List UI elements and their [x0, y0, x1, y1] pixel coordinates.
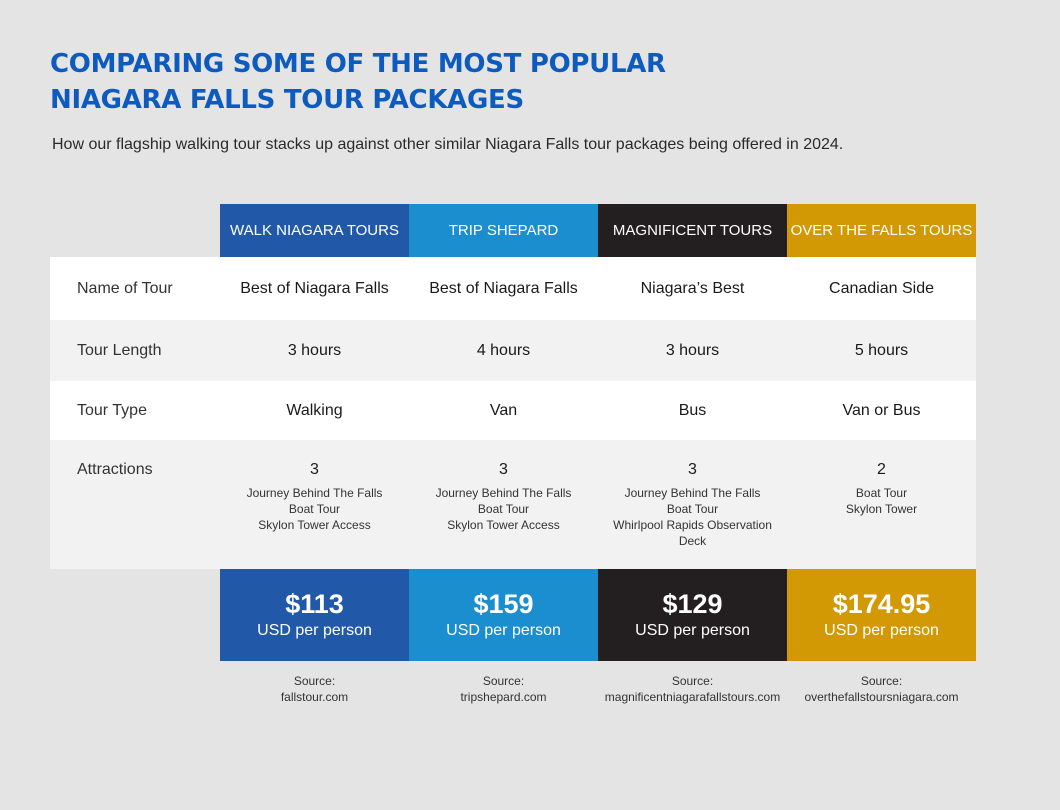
- source-url: overthefallstoursniagara.com: [804, 690, 959, 704]
- attraction-list: Journey Behind The Falls Boat Tour Skylon …: [436, 485, 572, 533]
- source-note: Source: fallstour.com: [220, 661, 409, 705]
- table-cell: Van or Bus: [787, 381, 976, 440]
- column-header: OVER THE FALLS TOURS: [787, 204, 976, 257]
- source-label: Source:: [860, 674, 903, 688]
- comparison-table: WALK NIAGARA TOURS TRIP SHEPARD MAGNIFICEN…: [50, 204, 976, 705]
- price-value: $129: [662, 589, 723, 619]
- column-header: WALK NIAGARA TOURS: [220, 204, 409, 257]
- table-cell: 3 hours: [220, 320, 409, 381]
- title-line: NIAGARA FALLS TOUR PACKAGES: [50, 85, 524, 115]
- source-note: Source: overthefallstoursniagara.com: [787, 661, 976, 705]
- source-url: tripshepard.com: [460, 690, 547, 704]
- row-label: Name of Tour: [50, 257, 220, 320]
- source-label: Source:: [293, 674, 336, 688]
- cell-value: Niagara’s Best: [640, 279, 745, 297]
- cell-value: Best of Niagara Falls: [429, 279, 578, 297]
- cell-value: 3: [688, 461, 697, 478]
- row-label: Tour Type: [50, 381, 220, 440]
- source-label: Source:: [482, 674, 525, 688]
- source-url: magnificentniagarafallstours.com: [604, 690, 781, 704]
- cell-value: 3: [310, 461, 319, 478]
- table-cell: 4 hours: [409, 320, 598, 381]
- attraction-item: Boat Tour: [288, 502, 341, 516]
- table-cell: 2 Boat Tour Skylon Tower: [787, 440, 976, 569]
- source-blank: [50, 661, 220, 705]
- page-title: COMPARING SOME OF THE MOST POPULAR NIAGA…: [50, 46, 666, 118]
- cell-value: Van: [489, 401, 518, 419]
- attraction-item: Boat Tour: [477, 502, 530, 516]
- attraction-item: Journey Behind The Falls: [435, 486, 572, 500]
- attraction-item: Journey Behind The Falls: [624, 486, 761, 500]
- price-cell: $159 USD per person: [409, 569, 598, 661]
- price-unit: USD per person: [824, 622, 939, 639]
- cell-value: 5 hours: [854, 341, 909, 359]
- table-cell: 3 Journey Behind The Falls Boat Tour Whirlp…: [598, 440, 787, 569]
- source-url: fallstour.com: [280, 690, 349, 704]
- price-value: $159: [473, 589, 534, 619]
- attraction-list: Journey Behind The Falls Boat Tour Skylon …: [247, 485, 383, 533]
- header-blank: [50, 204, 220, 257]
- table-cell: 3 hours: [598, 320, 787, 381]
- price-unit: USD per person: [446, 622, 561, 639]
- attraction-item: Skylon Tower Access: [447, 518, 560, 532]
- attraction-item: Whirlpool Rapids Observation Deck: [613, 518, 772, 548]
- table-cell: Best of Niagara Falls: [409, 257, 598, 320]
- table-cell: 5 hours: [787, 320, 976, 381]
- cell-value: 3 hours: [287, 341, 342, 359]
- cell-value: 3: [499, 461, 508, 478]
- cell-value: Van or Bus: [842, 401, 921, 419]
- table-cell: Canadian Side: [787, 257, 976, 320]
- cell-value: 3 hours: [665, 341, 720, 359]
- price-value: $174.95: [832, 589, 931, 619]
- price-blank: [50, 569, 220, 661]
- row-label: Attractions: [50, 440, 220, 569]
- price-value: $113: [285, 589, 344, 619]
- price-cell: $174.95 USD per person: [787, 569, 976, 661]
- table-cell: Best of Niagara Falls: [220, 257, 409, 320]
- table-cell: Van: [409, 381, 598, 440]
- column-header: MAGNIFICENT TOURS: [598, 204, 787, 257]
- price-unit: USD per person: [635, 622, 750, 639]
- table-cell: Walking: [220, 381, 409, 440]
- source-note: Source: magnificentniagarafallstours.com: [598, 661, 787, 705]
- cell-value: Walking: [286, 401, 343, 419]
- title-line: COMPARING SOME OF THE MOST POPULAR: [50, 49, 666, 79]
- table-cell: Niagara’s Best: [598, 257, 787, 320]
- price-cell: $129 USD per person: [598, 569, 787, 661]
- price-cell: $113 USD per person: [220, 569, 409, 661]
- row-label: Tour Length: [50, 320, 220, 381]
- table-cell: 3 Journey Behind The Falls Boat Tour Skylon…: [409, 440, 598, 569]
- source-note: Source: tripshepard.com: [409, 661, 598, 705]
- price-unit: USD per person: [257, 622, 372, 639]
- subtitle: How our flagship walking tour stacks up …: [52, 136, 844, 153]
- attraction-list: Boat Tour Skylon Tower: [846, 485, 917, 517]
- cell-value: 4 hours: [476, 341, 531, 359]
- table-cell: Bus: [598, 381, 787, 440]
- attraction-item: Boat Tour: [855, 486, 908, 500]
- cell-value: Best of Niagara Falls: [240, 279, 389, 297]
- cell-value: 2: [877, 461, 886, 478]
- attraction-item: Journey Behind The Falls: [246, 486, 383, 500]
- attraction-item: Skylon Tower Access: [258, 518, 371, 532]
- table-cell: 3 Journey Behind The Falls Boat Tour Skylon…: [220, 440, 409, 569]
- cell-value: Bus: [678, 401, 707, 419]
- attraction-item: Skylon Tower: [845, 502, 918, 516]
- attraction-list: Journey Behind The Falls Boat Tour Whirlpo…: [598, 485, 787, 549]
- source-label: Source:: [671, 674, 714, 688]
- attraction-item: Boat Tour: [666, 502, 719, 516]
- cell-value: Canadian Side: [829, 279, 934, 297]
- column-header: TRIP SHEPARD: [409, 204, 598, 257]
